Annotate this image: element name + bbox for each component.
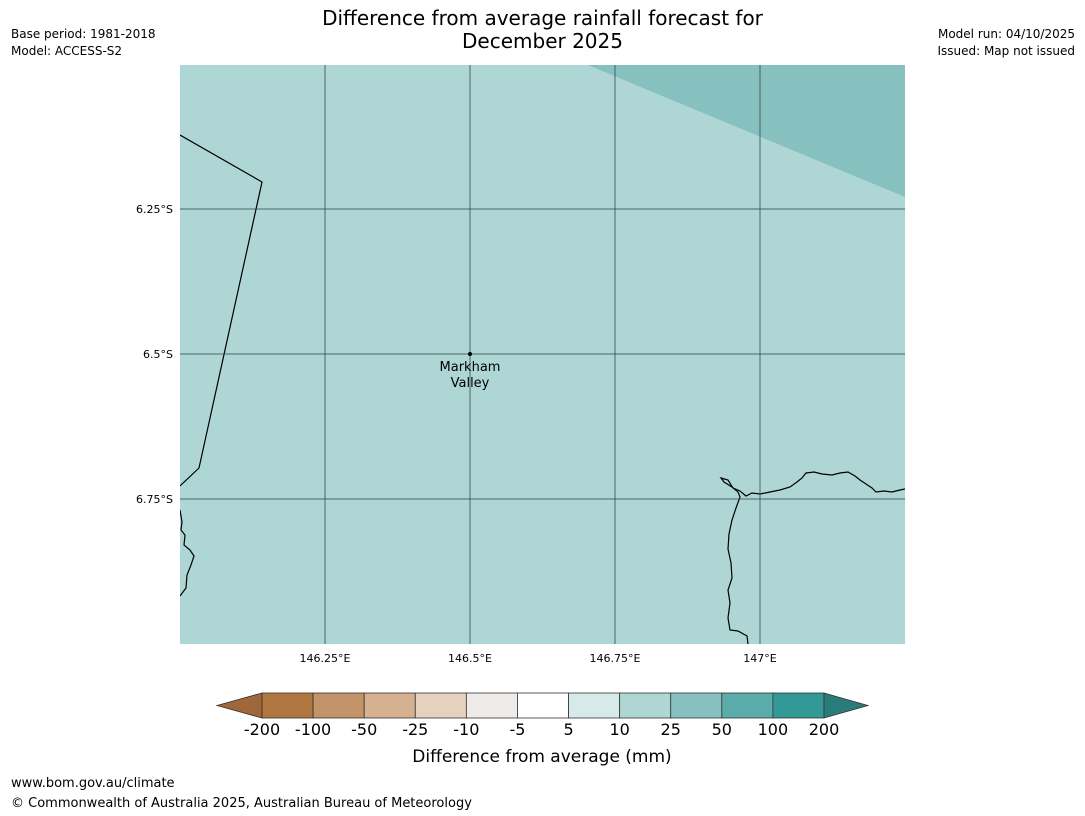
colorbar-segment (619, 692, 672, 719)
colorbar-label: -200 (244, 720, 280, 739)
longitude-tick-labels: 146.25°E 146.5°E 146.75°E 147°E (300, 652, 777, 665)
colorbar-extend-low (215, 692, 263, 719)
colorbar-label: 200 (809, 720, 840, 739)
colorbar-label: -50 (351, 720, 377, 739)
footer: www.bom.gov.au/climate © Commonwealth of… (11, 774, 472, 814)
lon-tick-label: 146.25°E (300, 652, 351, 665)
meta-right: Model run: 04/10/2025 Issued: Map not is… (937, 26, 1075, 60)
colorbar-label: 100 (758, 720, 789, 739)
meta-left: Base period: 1981-2018 Model: ACCESS-S2 (11, 26, 156, 60)
colorbar: -200 -100 -50 -25 -10 -5 5 10 25 50 100 200 (215, 692, 870, 739)
place-label-line-2: Valley (451, 376, 490, 391)
base-period: Base period: 1981-2018 (11, 27, 156, 41)
issued-status: Issued: Map not issued (937, 44, 1075, 58)
coastline-east (719, 471, 905, 644)
colorbar-extend-high (823, 692, 870, 719)
lon-tick-label: 146.5°E (448, 652, 492, 665)
colorbar-segment (312, 692, 365, 719)
latitude-tick-labels: 6.25°S 6.5°S 6.75°S (136, 203, 173, 506)
colorbar-segment (261, 692, 314, 719)
colorbar-label: -100 (295, 720, 331, 739)
lat-tick-label: 6.75°S (136, 493, 173, 506)
colorbar-label: 25 (661, 720, 681, 739)
lat-tick-label: 6.25°S (136, 203, 173, 216)
place-dot (468, 352, 472, 356)
lon-tick-label: 147°E (743, 652, 776, 665)
colorbar-segment (670, 692, 723, 719)
title-line-2: December 2025 (462, 29, 623, 53)
colorbar-label: 5 (563, 720, 573, 739)
map-area (180, 65, 905, 644)
rainfall-region-25-50 (588, 65, 905, 197)
coastline-west (180, 509, 195, 597)
footer-website: www.bom.gov.au/climate (11, 776, 175, 791)
colorbar-label: -25 (402, 720, 428, 739)
colorbar-title: Difference from average (mm) (412, 747, 671, 767)
place-label-line-1: Markham (440, 360, 501, 375)
place-marker: Markham Valley (440, 352, 501, 391)
colorbar-segment (517, 692, 569, 719)
model-run: Model run: 04/10/2025 (937, 27, 1075, 41)
title-line-1: Difference from average rainfall forecas… (322, 6, 763, 30)
map-title: Difference from average rainfall forecas… (180, 7, 905, 53)
colorbar-segment (414, 692, 467, 719)
colorbar-segment (363, 692, 416, 719)
border-line (180, 134, 263, 487)
footer-copyright: © Commonwealth of Australia 2025, Austra… (11, 796, 472, 811)
latitude-gridlines (180, 208, 905, 500)
lat-tick-label: 6.5°S (143, 348, 173, 361)
colorbar-segment (721, 692, 774, 719)
colorbar-segment (772, 692, 825, 719)
colorbar-label: 10 (609, 720, 629, 739)
lon-tick-label: 146.75°E (590, 652, 641, 665)
colorbar-segment (465, 692, 518, 719)
colorbar-segment (568, 692, 621, 719)
colorbar-label: 50 (712, 720, 732, 739)
colorbar-label: -5 (509, 720, 525, 739)
model-name: Model: ACCESS-S2 (11, 44, 123, 58)
colorbar-label: -10 (453, 720, 479, 739)
